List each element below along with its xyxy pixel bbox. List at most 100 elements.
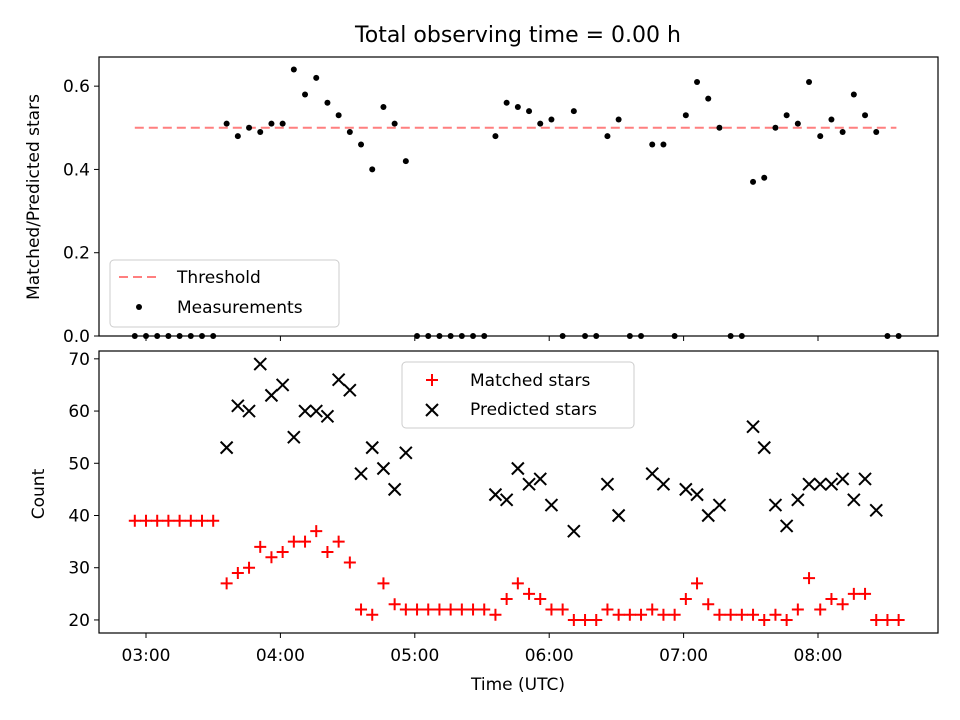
bottom-x-axis: 03:00 04:00 05:00 06:00 07:00 08:00 xyxy=(122,633,843,666)
matched-star-point xyxy=(556,603,569,616)
predicted-star-point xyxy=(522,477,536,491)
measurement-point xyxy=(873,128,880,135)
bottom-legend-box xyxy=(401,361,635,429)
measurement-point xyxy=(794,120,801,127)
matched-star-point xyxy=(422,603,435,616)
measurement-point xyxy=(234,133,241,140)
matched-star-point xyxy=(702,598,715,611)
measurement-point xyxy=(783,112,790,119)
matched-star-point xyxy=(162,514,175,527)
predicted-star-point xyxy=(567,524,581,538)
measurement-point xyxy=(210,333,217,339)
predicted-star-point xyxy=(679,482,693,497)
measurements-legend-label: Measurements xyxy=(177,298,303,318)
measurement-point xyxy=(705,95,712,102)
predicted-star-point xyxy=(242,404,256,418)
measurement-point xyxy=(503,99,510,106)
measurement-point xyxy=(559,333,566,339)
predicted-star-point xyxy=(835,472,850,486)
matched-star-point xyxy=(287,535,300,548)
matched-star-point xyxy=(567,613,580,626)
measurement-point xyxy=(246,124,253,131)
measurement-point xyxy=(492,133,499,140)
matched-star-point xyxy=(388,598,401,611)
bottom-y-tick-label: 50 xyxy=(68,454,90,474)
bottom-x-tick-label: 06:00 xyxy=(525,646,574,666)
matched-star-point xyxy=(881,613,894,626)
matched-star-point xyxy=(769,608,782,621)
bottom-x-tick-label: 08:00 xyxy=(794,646,843,666)
measurement-point xyxy=(727,333,734,339)
matched-star-point xyxy=(444,603,457,616)
chart-title: Total observing time = 0.00 h xyxy=(354,23,681,48)
measurement-point xyxy=(817,133,824,140)
measurement-point xyxy=(268,120,275,127)
matched-star-point xyxy=(310,525,323,538)
matched-star-point xyxy=(332,535,345,548)
matched-star-point xyxy=(679,593,692,606)
matched-star-point xyxy=(545,603,558,616)
matched-star-point xyxy=(814,603,827,616)
matched-star-point xyxy=(724,608,737,621)
predicted-star-point xyxy=(869,503,883,517)
bottom-y-axis-label: Count xyxy=(29,468,49,519)
predicted-stars-points xyxy=(219,357,883,538)
matched-star-point xyxy=(646,603,659,616)
matched-star-point xyxy=(411,603,424,616)
measurement-point xyxy=(199,333,205,339)
measurement-point xyxy=(358,141,365,148)
measurement-point xyxy=(828,116,835,123)
measurement-point xyxy=(257,128,264,135)
measurement-point xyxy=(369,166,376,173)
predicted-star-point xyxy=(824,477,839,491)
measurement-point xyxy=(279,120,286,127)
matched-star-point xyxy=(184,514,197,527)
predicted-star-point xyxy=(343,383,357,397)
matched-star-point xyxy=(173,514,186,527)
predicted-star-point xyxy=(511,461,525,476)
predicted-star-point xyxy=(712,498,727,512)
measurement-point xyxy=(682,112,689,119)
bottom-x-tick-label: 04:00 xyxy=(256,646,305,666)
measurement-point xyxy=(839,128,846,135)
predicted-star-point xyxy=(320,409,335,423)
matched-star-point xyxy=(511,577,524,590)
bottom-y-tick-label: 60 xyxy=(68,402,90,422)
top-y-axis-label: Matched/Predicted stars xyxy=(24,94,44,300)
x-axis-label: Time (UTC) xyxy=(470,675,565,695)
top-plot-frame xyxy=(98,56,939,337)
matched-star-point xyxy=(847,587,860,600)
measurement-point xyxy=(313,74,320,81)
matched-star-point xyxy=(534,593,547,606)
measurement-point xyxy=(414,333,421,339)
predicted-legend-marker xyxy=(425,403,439,417)
matched-star-point xyxy=(355,603,368,616)
predicted-star-point xyxy=(365,440,379,455)
measurement-point xyxy=(604,133,611,140)
matched-star-point xyxy=(859,587,872,600)
matched-star-point xyxy=(265,551,278,564)
matched-star-point xyxy=(455,603,468,616)
predicted-star-point xyxy=(399,446,413,460)
predicted-star-point xyxy=(354,467,368,481)
matched-star-point xyxy=(220,577,233,590)
measurement-points xyxy=(131,66,902,339)
matched-star-point xyxy=(321,546,334,559)
measurement-point xyxy=(154,333,161,339)
measurement-point xyxy=(716,124,723,131)
measurement-point xyxy=(862,112,869,119)
matched-star-point xyxy=(668,608,681,621)
predicted-star-point xyxy=(253,357,267,371)
matched-star-point xyxy=(467,603,480,616)
measurement-point xyxy=(570,108,577,115)
measurement-point xyxy=(895,333,902,339)
measurement-point xyxy=(290,66,297,73)
matched-star-point xyxy=(399,603,412,616)
matched-star-point xyxy=(735,608,748,621)
matched-star-point xyxy=(803,572,816,585)
predicted-star-point xyxy=(757,440,771,455)
predicted-star-point xyxy=(309,404,323,418)
measurement-point xyxy=(187,333,194,339)
measurement-point xyxy=(750,178,757,185)
